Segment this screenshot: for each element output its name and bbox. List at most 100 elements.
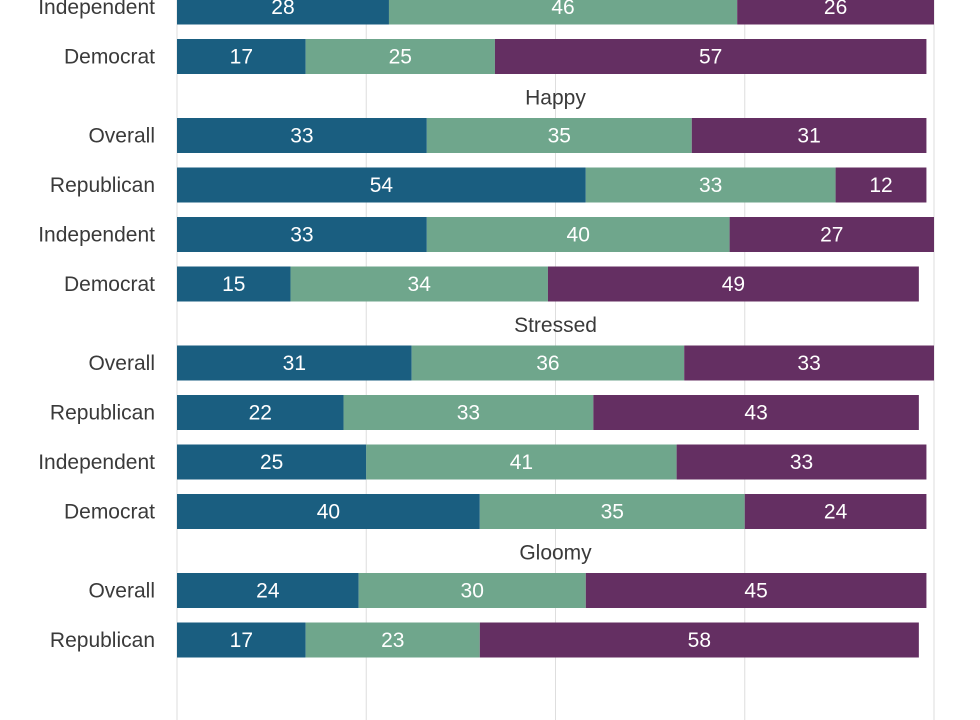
bar-value-label: 35 xyxy=(548,125,571,148)
row-label: Democrat xyxy=(64,273,155,296)
bar-group: Happy Overall 33 35 31 Republican 54 33 12 Indepe… xyxy=(38,87,934,302)
bar-segment xyxy=(177,622,306,658)
bar-value-label: 33 xyxy=(457,402,480,425)
bar-value-label: 36 xyxy=(536,352,559,375)
bar-segment xyxy=(358,573,586,608)
bar-segment xyxy=(593,395,919,430)
bar-segment xyxy=(479,494,745,529)
bar-segment xyxy=(547,266,919,302)
bar-segment xyxy=(290,266,548,302)
bar-value-label: 15 xyxy=(222,273,245,296)
bar-value-label: 17 xyxy=(230,629,253,652)
bar-segment xyxy=(366,444,677,480)
bar-segment xyxy=(676,444,927,480)
bar-row: Independent 28 46 26 xyxy=(38,0,934,25)
bar-segment xyxy=(343,395,594,430)
bar-value-label: 41 xyxy=(510,451,533,474)
bar-segment xyxy=(177,0,389,25)
bar-segment xyxy=(585,167,836,203)
row-label: Republican xyxy=(50,629,155,652)
bar-value-label: 49 xyxy=(722,273,745,296)
bar-segment xyxy=(177,39,306,74)
bar-value-label: 24 xyxy=(256,580,280,603)
row-label: Republican xyxy=(50,402,155,425)
bar-value-label: 33 xyxy=(290,125,313,148)
bar-value-label: 46 xyxy=(551,0,574,19)
bar-segment xyxy=(691,118,927,153)
bar-value-label: 33 xyxy=(290,224,313,247)
bar-value-label: 45 xyxy=(744,580,767,603)
bar-row: Democrat 17 25 57 xyxy=(64,39,927,74)
bar-value-label: 57 xyxy=(699,46,722,69)
row-label: Overall xyxy=(88,125,155,148)
group-title: Stressed xyxy=(514,314,597,337)
bar-value-label: 24 xyxy=(824,501,848,524)
row-label: Independent xyxy=(38,451,155,474)
bar-segment xyxy=(729,217,934,252)
group-title: Gloomy xyxy=(519,542,592,565)
bar-value-label: 40 xyxy=(567,224,590,247)
bar-row: Overall 24 30 45 xyxy=(88,573,927,608)
bar-value-label: 25 xyxy=(389,46,412,69)
bar-row: Republican 17 23 58 xyxy=(50,622,919,658)
bar-segment xyxy=(177,167,586,203)
bar-segment xyxy=(177,345,412,381)
bar-segment xyxy=(177,217,427,252)
group-title: Happy xyxy=(525,87,586,110)
row-label: Democrat xyxy=(64,46,155,69)
bar-group: Gloomy Overall 24 30 45 Republican 17 23 58 xyxy=(50,542,927,658)
bar-segment xyxy=(388,0,738,25)
bar-row: Overall 31 36 33 xyxy=(88,345,934,381)
bar-value-label: 34 xyxy=(408,273,432,296)
bar-row: Republican 54 33 12 xyxy=(50,167,927,203)
bar-value-label: 31 xyxy=(283,352,306,375)
bar-segment xyxy=(426,217,730,252)
row-label: Overall xyxy=(88,580,155,603)
row-label: Democrat xyxy=(64,501,155,524)
bar-segment xyxy=(426,118,692,153)
bar-value-label: 33 xyxy=(790,451,813,474)
bar-value-label: 54 xyxy=(370,174,394,197)
bar-row: Independent 25 41 33 xyxy=(38,444,927,480)
bar-row: Independent 33 40 27 xyxy=(38,217,934,252)
bar-row: Democrat 40 35 24 xyxy=(64,494,927,529)
bar-segment xyxy=(744,494,927,529)
bar-segment xyxy=(177,118,427,153)
bar-segment xyxy=(835,167,927,203)
bar-segment xyxy=(684,345,934,381)
bar-group: Independent 28 46 26 Democrat 17 25 57 xyxy=(38,0,934,74)
bar-segment xyxy=(177,395,344,430)
bar-segment xyxy=(494,39,927,74)
bar-value-label: 33 xyxy=(699,174,722,197)
bar-value-label: 12 xyxy=(869,174,892,197)
bar-value-label: 26 xyxy=(824,0,847,19)
bar-value-label: 58 xyxy=(688,629,711,652)
bar-value-label: 23 xyxy=(381,629,404,652)
bar-row: Democrat 15 34 49 xyxy=(64,266,919,302)
bar-segment xyxy=(585,573,927,608)
bar-value-label: 33 xyxy=(797,352,820,375)
row-label: Independent xyxy=(38,224,155,247)
bar-segment xyxy=(177,266,291,302)
row-label: Independent xyxy=(38,0,155,19)
row-label: Republican xyxy=(50,174,155,197)
bar-row: Republican 22 33 43 xyxy=(50,395,919,430)
bar-value-label: 40 xyxy=(317,501,340,524)
bar-segment xyxy=(411,345,685,381)
bar-segment xyxy=(479,622,919,658)
bar-value-label: 28 xyxy=(271,0,294,19)
bar-segment xyxy=(177,444,367,480)
bar-segment xyxy=(737,0,934,25)
bar-value-label: 30 xyxy=(461,580,484,603)
bar-value-label: 31 xyxy=(797,125,820,148)
bar-row: Overall 33 35 31 xyxy=(88,118,927,153)
bar-group: Stressed Overall 31 36 33 Republican 22 33 43 Ind… xyxy=(38,314,934,529)
bar-value-label: 35 xyxy=(601,501,624,524)
row-label: Overall xyxy=(88,352,155,375)
bar-value-label: 25 xyxy=(260,451,283,474)
bar-segment xyxy=(305,622,480,658)
bar-value-label: 22 xyxy=(249,402,272,425)
bar-segment xyxy=(305,39,495,74)
